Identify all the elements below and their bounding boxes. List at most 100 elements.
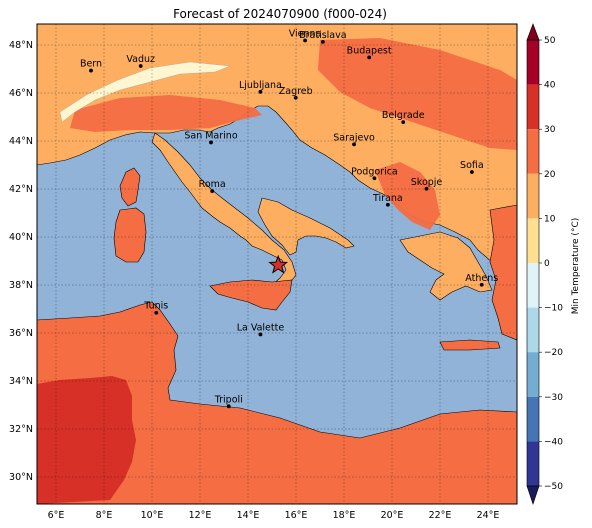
city-dot	[209, 140, 213, 145]
city-dot	[479, 282, 484, 287]
y-tick-label: 34°N	[9, 376, 33, 387]
city-san-marino: San Marino	[184, 130, 238, 145]
city-tunis: Tunis	[143, 301, 168, 315]
city-zagreb: Zagreb	[279, 86, 313, 100]
city-label: Sarajevo	[333, 132, 375, 143]
city-label: Sofia	[460, 160, 484, 171]
city-label: Budapest	[347, 45, 392, 56]
colorbar-tick-label: −50	[544, 482, 563, 492]
y-tick-label: 40°N	[9, 232, 33, 243]
city-vienna: Vienna	[289, 28, 322, 43]
cool-band-alps	[59, 61, 231, 123]
x-tick-label: 16°E	[285, 510, 308, 521]
city-dot	[401, 120, 406, 125]
warm-band-pannonia	[318, 38, 517, 150]
city-podgorica: Podgorica	[351, 166, 398, 181]
city-label: Ljubljana	[239, 80, 282, 91]
city-tripoli: Tripoli	[214, 394, 243, 409]
city-belgrade: Belgrade	[382, 110, 425, 125]
y-tick-label: 42°N	[9, 184, 33, 195]
colorbar-tick-label: 40	[544, 81, 556, 91]
city-dot	[293, 95, 298, 100]
land-crete	[439, 339, 501, 351]
colorbar-band	[527, 173, 539, 219]
colorbar-extend-max	[526, 23, 540, 41]
colorbar-tick-label: 50	[544, 36, 556, 46]
colorbar-tick-label: 30	[544, 125, 556, 135]
x-tick-label: 6°E	[48, 510, 65, 521]
y-tick-label: 38°N	[9, 280, 33, 291]
city-dot	[367, 55, 372, 60]
y-tick-label: 48°N	[9, 40, 33, 51]
city-label: Bratislava	[299, 30, 346, 41]
city-tirana: Tirana	[372, 193, 403, 207]
y-tick-labels: 48°N 46°N 44°N 42°N 40°N 38°N 36°N 34°N …	[9, 40, 33, 483]
colorbar-tick-label: −30	[544, 393, 563, 403]
city-dot	[154, 310, 159, 315]
land-north-africa	[37, 301, 517, 504]
city-budapest: Budapest	[347, 45, 392, 60]
colorbar-band	[527, 307, 539, 353]
city-athens: Athens	[465, 273, 498, 287]
forecast-point-marker	[268, 254, 289, 274]
city-label: Tripoli	[214, 394, 243, 405]
colorbar-band	[527, 441, 539, 486]
colorbar-band	[527, 396, 539, 442]
city-dot	[320, 40, 325, 44]
city-dot	[258, 332, 263, 337]
x-tick-label: 14°E	[237, 510, 260, 521]
city-dot	[303, 38, 307, 43]
city-label: Athens	[465, 273, 498, 284]
city-skopje: Skopje	[411, 177, 443, 191]
map-frame	[36, 23, 518, 505]
colorbar-band	[527, 40, 539, 85]
city-label: Zagreb	[279, 86, 313, 97]
city-label: Roma	[199, 179, 226, 190]
city-label: Belgrade	[382, 110, 425, 121]
colorbar-ticks: 50 40 30 20 10 0 −10 −20 −30 −40 −50	[539, 36, 563, 492]
city-la-valette: La Valette	[237, 322, 285, 337]
colorbar-band	[527, 218, 539, 263]
city-sofia: Sofia	[460, 160, 484, 174]
x-tick-label: 12°E	[189, 510, 212, 521]
y-tick-label: 46°N	[9, 88, 33, 99]
city-label: Skopje	[411, 177, 443, 188]
y-tick-label: 32°N	[9, 424, 33, 435]
colorbar-tick-label: −40	[544, 437, 563, 447]
colorbar-bands	[527, 40, 539, 486]
city-label: Vienna	[289, 28, 322, 39]
land-corsica	[119, 167, 141, 207]
city-dot	[469, 170, 474, 174]
city-dot	[226, 404, 231, 409]
figure-title: Forecast of 2024070900 (f000-024)	[173, 7, 387, 21]
city-dot	[352, 142, 356, 147]
warm-band-balkans	[375, 162, 440, 230]
colorbar-band	[527, 129, 539, 174]
y-tick-label: 30°N	[9, 472, 33, 483]
city-dot	[258, 89, 263, 94]
star-icon	[268, 254, 289, 274]
y-tick-label: 36°N	[9, 328, 33, 339]
colorbar-tick-label: 0	[544, 259, 550, 269]
hot-band-sahara	[37, 376, 136, 504]
city-label: Tunis	[143, 301, 168, 312]
city-bratislava: Bratislava	[299, 30, 347, 44]
map-area	[37, 24, 517, 504]
land-turkey-west	[489, 204, 517, 341]
colorbar-tick-label: −10	[544, 304, 563, 314]
city-dot	[372, 176, 377, 181]
city-dot	[424, 186, 429, 191]
x-tick-label: 20°E	[381, 510, 404, 521]
city-bern: Bern	[80, 59, 102, 73]
city-dot	[89, 68, 93, 73]
city-label: Vaduz	[126, 54, 155, 65]
city-label: La Valette	[237, 322, 285, 333]
warm-band-po-valley	[70, 95, 262, 132]
x-tick-label: 24°E	[477, 510, 500, 521]
land-sicily	[209, 279, 293, 311]
colorbar-band	[527, 352, 539, 397]
y-tick-label: 44°N	[9, 136, 33, 147]
city-vaduz: Vaduz	[126, 54, 155, 68]
